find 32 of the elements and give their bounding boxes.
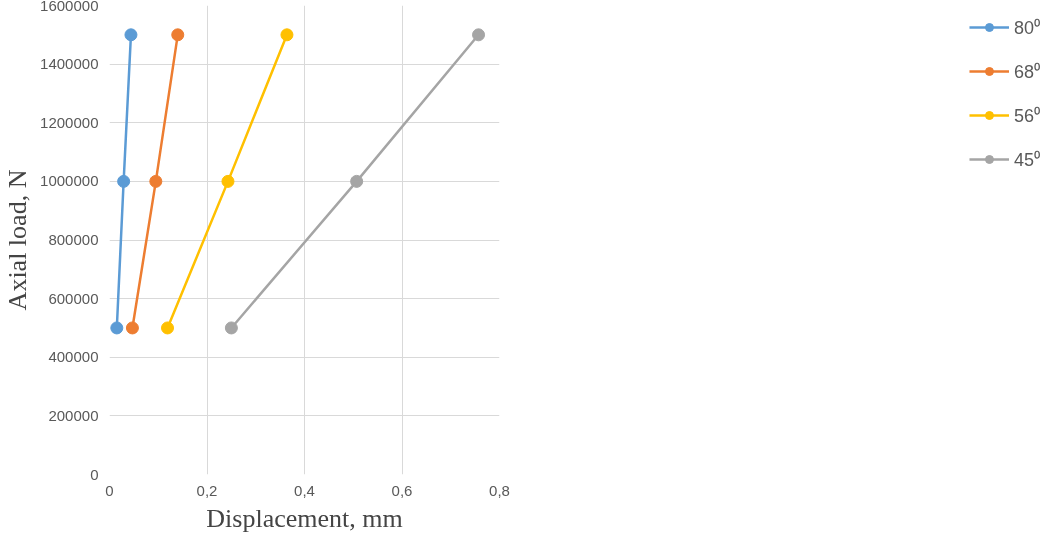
y-tick-label: 0 [90, 465, 99, 483]
y-tick-label: 200000 [48, 406, 99, 424]
point [161, 321, 175, 335]
x-axis-title: Displacement, mm [206, 503, 403, 533]
y-axis-title: Axial load, N [3, 169, 33, 311]
y-tick-label: 1200000 [40, 113, 99, 131]
point [171, 28, 185, 42]
point [110, 321, 124, 335]
y-tick-label: 800000 [48, 231, 99, 248]
y-tick-label: 1600000 [40, 0, 99, 14]
point [280, 28, 294, 42]
x-tick-label: 0 [105, 481, 114, 499]
x-tick-label: 0,8 [489, 481, 510, 499]
legend-label: 80⁰ [1013, 17, 1040, 39]
x-tick-label: 0,4 [294, 481, 315, 499]
legend-label: 68⁰ [1013, 61, 1040, 83]
x-tick-label: 0,6 [391, 481, 413, 499]
legend-label: 56⁰ [1013, 105, 1040, 127]
legend-label: 45⁰ [1013, 149, 1040, 171]
point [224, 321, 238, 335]
y-tick-label: 1400000 [40, 55, 99, 73]
point [472, 28, 486, 42]
point [125, 321, 139, 335]
x-tick-label: 0,2 [196, 481, 218, 499]
point [221, 174, 235, 188]
y-tick-label: 1000000 [40, 172, 99, 190]
point [124, 28, 138, 42]
y-tick-label: 600000 [48, 289, 99, 307]
point [149, 174, 163, 188]
y-tick-label: 400000 [48, 348, 99, 366]
point [117, 174, 131, 188]
point [350, 174, 364, 188]
